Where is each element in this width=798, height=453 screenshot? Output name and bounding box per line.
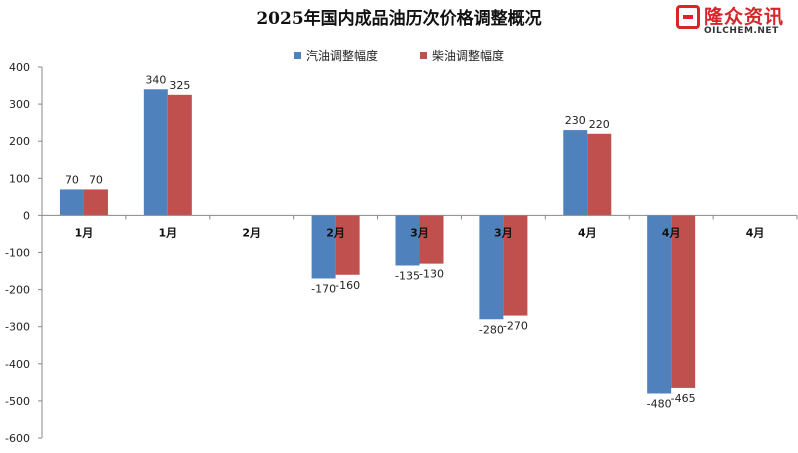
y-tick-label: 300 <box>9 98 30 111</box>
chart-title: 2025年国内成品油历次价格调整概况 <box>256 9 542 29</box>
bar-gasoline <box>563 130 588 216</box>
x-tick-label: 4月 <box>662 226 681 239</box>
y-tick-label: -400 <box>5 358 30 371</box>
logo-mark-icon <box>676 5 700 29</box>
data-label: 220 <box>589 118 610 131</box>
data-label: 70 <box>89 173 103 186</box>
oilchem-logo: 隆众资讯 OILCHEM.NET <box>676 2 792 42</box>
data-label: -465 <box>671 392 696 405</box>
data-label: 70 <box>65 173 79 186</box>
bar-gasoline <box>311 215 336 279</box>
bar-diesel <box>671 215 696 388</box>
chart-legend: 汽油调整幅度 柴油调整幅度 <box>0 47 798 64</box>
x-tick-label: 4月 <box>746 226 765 239</box>
legend-item-diesel: 柴油调整幅度 <box>420 47 504 64</box>
data-label: 325 <box>169 79 190 92</box>
bar-gasoline <box>59 189 84 216</box>
y-tick-label: -500 <box>5 395 30 408</box>
bar-gasoline <box>647 215 672 394</box>
bar-diesel <box>503 215 528 316</box>
legend-swatch-diesel <box>420 52 427 59</box>
data-label: -160 <box>335 279 360 292</box>
bar-gasoline <box>395 215 420 266</box>
y-tick-label: -300 <box>5 321 30 334</box>
data-label: 340 <box>145 73 166 86</box>
bar-diesel <box>419 215 444 264</box>
bar-diesel <box>83 189 108 216</box>
y-tick-label: 400 <box>9 61 30 74</box>
x-tick-label: 2月 <box>242 226 261 239</box>
data-label: -170 <box>311 282 336 295</box>
x-tick-label: 3月 <box>494 226 513 239</box>
y-tick-label: 200 <box>9 135 30 148</box>
x-tick-label: 2月 <box>326 226 345 239</box>
legend-label-diesel: 柴油调整幅度 <box>432 49 505 63</box>
bar-diesel <box>335 215 360 275</box>
x-tick-label: 3月 <box>410 226 429 239</box>
data-label: 230 <box>565 114 586 127</box>
bar-gasoline <box>143 89 168 216</box>
bar-diesel <box>167 94 192 216</box>
logo-text-cn: 隆众资讯 <box>704 6 785 28</box>
logo-text-en: OILCHEM.NET <box>704 26 779 36</box>
y-tick-label: -600 <box>5 432 30 445</box>
y-tick-label: 100 <box>9 172 30 185</box>
legend-label-gasoline: 汽油调整幅度 <box>305 49 378 63</box>
x-tick-label: 1月 <box>159 226 178 239</box>
legend-swatch-gasoline <box>293 52 301 59</box>
legend-item-gasoline: 汽油调整幅度 <box>293 47 378 64</box>
data-label: -270 <box>503 320 528 333</box>
bar-gasoline <box>479 215 504 320</box>
data-label: -130 <box>419 268 444 281</box>
data-label: -280 <box>479 323 504 336</box>
x-tick-label: 1月 <box>75 226 94 239</box>
y-tick-label: -200 <box>5 284 30 297</box>
data-label: -135 <box>395 269 420 282</box>
bar-diesel <box>587 133 612 216</box>
x-tick-label: 4月 <box>578 226 597 239</box>
y-tick-label: -100 <box>5 247 30 260</box>
y-tick-label: 0 <box>23 209 30 222</box>
data-label: -480 <box>647 397 672 410</box>
